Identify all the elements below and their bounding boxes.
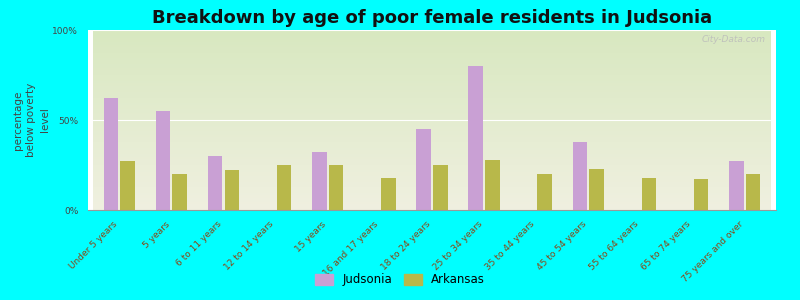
- Bar: [156, 111, 170, 210]
- Bar: [485, 160, 500, 210]
- Bar: [329, 165, 343, 210]
- Bar: [590, 169, 604, 210]
- Bar: [120, 161, 135, 210]
- Bar: [225, 170, 239, 210]
- Bar: [104, 98, 118, 210]
- Bar: [173, 174, 187, 210]
- Bar: [312, 152, 326, 210]
- Bar: [277, 165, 291, 210]
- Bar: [729, 161, 744, 210]
- Y-axis label: percentage
below poverty
level: percentage below poverty level: [14, 83, 50, 157]
- Bar: [208, 156, 222, 210]
- Text: City-Data.com: City-Data.com: [702, 35, 766, 44]
- Bar: [381, 178, 395, 210]
- Bar: [416, 129, 431, 210]
- Title: Breakdown by age of poor female residents in Judsonia: Breakdown by age of poor female resident…: [152, 9, 712, 27]
- Bar: [538, 174, 552, 210]
- Legend: Judsonia, Arkansas: Judsonia, Arkansas: [310, 269, 490, 291]
- Bar: [694, 179, 708, 210]
- Bar: [469, 66, 483, 210]
- Bar: [573, 142, 587, 210]
- Bar: [433, 165, 448, 210]
- Bar: [642, 178, 656, 210]
- Bar: [746, 174, 760, 210]
